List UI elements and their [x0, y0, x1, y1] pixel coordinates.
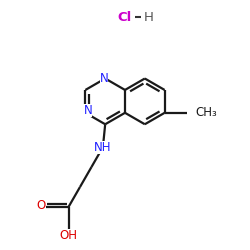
- Text: N: N: [84, 104, 92, 117]
- Text: H: H: [144, 10, 154, 24]
- Text: OH: OH: [60, 229, 78, 242]
- Text: CH₃: CH₃: [196, 106, 217, 119]
- Text: N: N: [100, 72, 108, 85]
- Text: O: O: [36, 199, 46, 212]
- Text: Cl: Cl: [118, 10, 132, 24]
- Text: NH: NH: [94, 141, 112, 154]
